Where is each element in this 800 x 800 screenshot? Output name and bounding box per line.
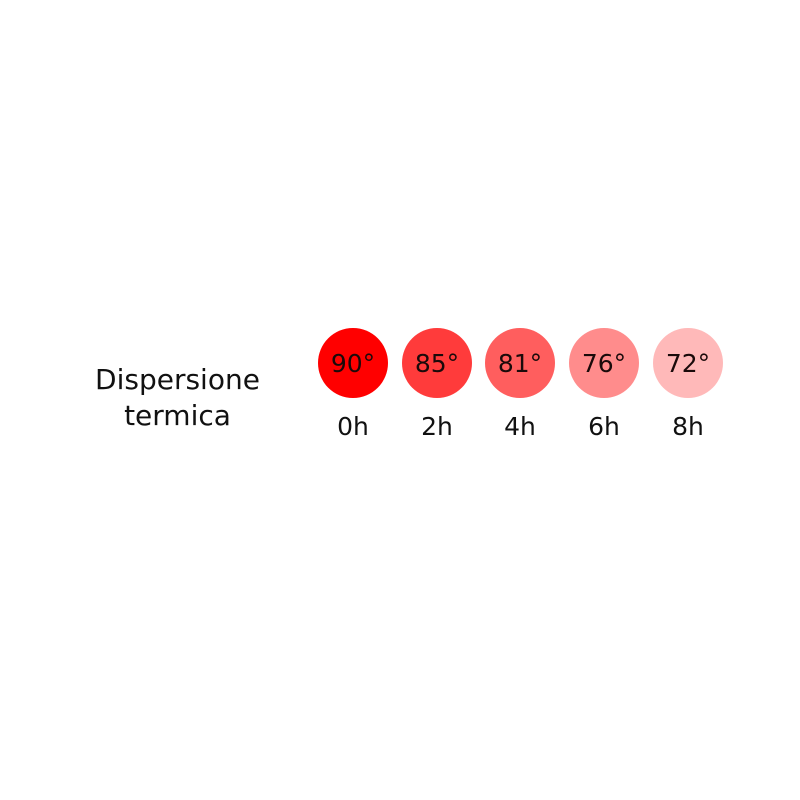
step-4h: 81° 4h	[485, 328, 555, 441]
time-label: 8h	[672, 412, 704, 441]
temperature-label: 85°	[414, 348, 460, 378]
title-line: Dispersione	[95, 363, 260, 396]
time-label: 4h	[504, 412, 536, 441]
temperature-label: 72°	[665, 348, 711, 378]
temperature-circle: 85°	[402, 328, 472, 398]
temperature-circle: 72°	[653, 328, 723, 398]
time-label: 2h	[421, 412, 453, 441]
step-8h: 72° 8h	[653, 328, 723, 441]
time-label: 6h	[588, 412, 620, 441]
temperature-label: 76°	[581, 348, 627, 378]
diagram-title: Dispersione termica	[70, 362, 285, 434]
step-6h: 76° 6h	[569, 328, 639, 441]
temperature-circle: 76°	[569, 328, 639, 398]
temperature-circle: 81°	[485, 328, 555, 398]
time-label: 0h	[337, 412, 369, 441]
title-line: termica	[124, 399, 231, 432]
temperature-label: 81°	[497, 348, 543, 378]
step-0h: 90° 0h	[318, 328, 388, 441]
temperature-circle: 90°	[318, 328, 388, 398]
temperature-label: 90°	[330, 348, 376, 378]
step-2h: 85° 2h	[402, 328, 472, 441]
